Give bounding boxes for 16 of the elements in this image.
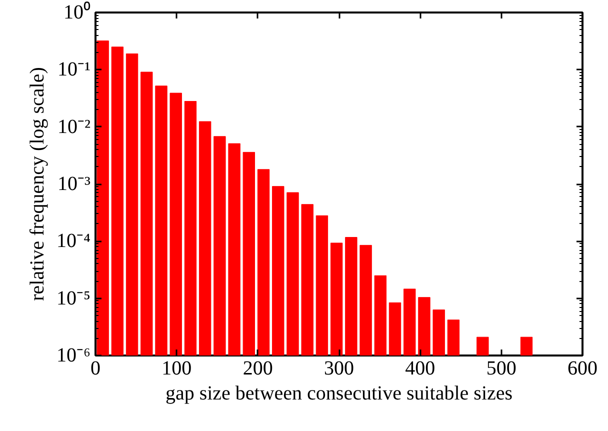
x-tick-label: 0: [90, 358, 100, 380]
y-tick-label: 10⁻²: [58, 116, 91, 138]
x-tick-label: 400: [405, 358, 436, 380]
y-tick-label: 10⁻³: [58, 173, 91, 195]
x-tick-label: 600: [568, 358, 598, 380]
y-tick-label: 10⁻⁴: [56, 230, 91, 252]
y-tick-label: 10⁻⁶: [56, 344, 91, 366]
x-tick-label: 100: [162, 358, 192, 380]
x-tick-label: 300: [324, 358, 354, 380]
y-axis-title: relative frequency (log scale): [26, 67, 49, 301]
x-tick-label: 200: [242, 358, 273, 380]
y-tick-label: 10⁻¹: [58, 58, 91, 81]
y-tick-label: 10⁻⁵: [56, 287, 91, 310]
x-tick-label: 500: [486, 358, 516, 380]
x-axis-title: gap size between consecutive suitable sizes: [165, 382, 513, 404]
y-tick-label: 10⁰: [64, 0, 90, 24]
